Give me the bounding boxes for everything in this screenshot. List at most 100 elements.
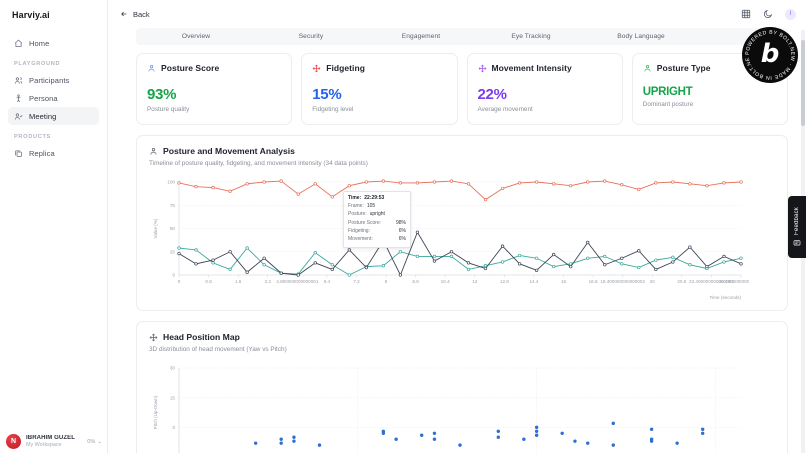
chevron-down-icon: ⌄ bbox=[97, 438, 102, 445]
move-icon bbox=[149, 333, 158, 342]
main-area: Back I Overview Security Engagement Eye … bbox=[108, 0, 806, 453]
kpi-title: Movement Intensity bbox=[491, 63, 572, 73]
user-name: IBRAHIM GÜZEL bbox=[26, 434, 75, 441]
moon-icon[interactable] bbox=[763, 9, 773, 19]
brand-logo[interactable]: Harviy.ai bbox=[12, 10, 50, 20]
svg-text:18.400000000000002: 18.400000000000002 bbox=[600, 279, 645, 284]
timeline-chart[interactable]: 0 25 50 75 100 0 0.8 1.6 3.2 4.800000000000001 6.4… bbox=[149, 176, 775, 301]
sidebar-section-playground: PLAYGROUND bbox=[14, 61, 61, 67]
tooltip-move-value: 6% bbox=[398, 235, 406, 242]
panel-title: Head Position Map bbox=[163, 332, 240, 342]
tooltip-score-row: Posture Score: 98% bbox=[348, 220, 406, 228]
tooltip-move-row: Movement: 6% bbox=[348, 236, 406, 244]
svg-text:20.8: 20.8 bbox=[677, 279, 686, 284]
page-content: Posture Score 93% Posture quality Fidget… bbox=[108, 45, 806, 453]
avatar: N bbox=[6, 434, 21, 449]
panel-subtitle: Timeline of posture quality, fidgeting, … bbox=[149, 160, 368, 167]
tab-security[interactable]: Security bbox=[298, 33, 324, 40]
usage-dropdown[interactable]: 0% ⌄ bbox=[87, 439, 102, 445]
kpi-subtitle: Dominant posture bbox=[642, 101, 694, 108]
sidebar-item-label: Meeting bbox=[29, 111, 57, 121]
svg-text:16.8: 16.8 bbox=[589, 279, 598, 284]
grid-icon[interactable] bbox=[741, 9, 751, 19]
svg-text:Time (seconds): Time (seconds) bbox=[710, 295, 742, 300]
scrollbar-thumb[interactable] bbox=[801, 40, 805, 126]
svg-text:0: 0 bbox=[172, 273, 175, 278]
panel-subtitle: 3D distribution of head movement (Yaw vs… bbox=[149, 346, 287, 353]
kpi-subtitle: Posture quality bbox=[147, 106, 190, 113]
panel-head-position-map: Head Position Map 3D distribution of hea… bbox=[136, 321, 788, 453]
chart-tooltip: Time: 22:29:53 Frame: 105 Posture: uprig… bbox=[343, 191, 411, 248]
head-position-chart[interactable]: 0 15 30 Pitch (Up-Down) bbox=[149, 362, 775, 453]
kpi-title: Fidgeting bbox=[326, 63, 365, 73]
feedback-tab[interactable]: Feedback bbox=[788, 196, 806, 258]
user-meta: IBRAHIM GÜZEL My Workspace bbox=[26, 435, 82, 448]
svg-text:10.4: 10.4 bbox=[441, 279, 450, 284]
arrow-left-icon bbox=[120, 10, 128, 18]
kpi-value: UPRIGHT bbox=[642, 86, 693, 98]
meeting-icon bbox=[14, 112, 23, 121]
chat-icon bbox=[793, 239, 801, 247]
home-icon bbox=[14, 39, 23, 48]
svg-text:6.4: 6.4 bbox=[324, 279, 331, 284]
svg-text:8.8: 8.8 bbox=[412, 279, 419, 284]
tab-overview[interactable]: Overview bbox=[181, 33, 211, 40]
svg-text:15: 15 bbox=[170, 395, 176, 400]
sidebar: Harviy.ai Home PLAYGROUND Participants bbox=[0, 0, 108, 453]
bolt-badge-ring: POWERED BY BOLT.NEW · MADE IN BOLT.NEW · bbox=[742, 27, 795, 80]
sidebar-item-home[interactable]: Home bbox=[8, 34, 99, 52]
svg-text:7.2: 7.2 bbox=[353, 279, 360, 284]
back-button[interactable]: Back bbox=[120, 10, 150, 19]
sidebar-item-participants[interactable]: Participants bbox=[8, 71, 99, 89]
tooltip-time-value: 22:29:53 bbox=[364, 195, 385, 201]
bolt-badge[interactable]: POWERED BY BOLT.NEW · MADE IN BOLT.NEW ·… bbox=[742, 27, 798, 83]
svg-text:1.6: 1.6 bbox=[235, 279, 242, 284]
svg-text:25: 25 bbox=[170, 249, 176, 254]
tab-eye-tracking[interactable]: Eye Tracking bbox=[511, 33, 551, 40]
kpi-row: Posture Score 93% Posture quality Fidget… bbox=[136, 53, 788, 125]
bolt-letter: b bbox=[760, 39, 780, 69]
tab-body-language[interactable]: Body Language bbox=[617, 33, 665, 40]
kpi-subtitle: Fidgeting level bbox=[312, 106, 354, 113]
sidebar-item-meeting[interactable]: Meeting bbox=[8, 107, 99, 125]
tooltip-fidget-row: Fidgeting: 6% bbox=[348, 228, 406, 236]
timeline-chart-svg: 0 25 50 75 100 0 0.8 1.6 3.2 4.800000000000001 6.4… bbox=[153, 179, 749, 300]
kpi-title: Posture Score bbox=[161, 63, 220, 73]
kpi-card-fidgeting: Fidgeting 15% Fidgeting level bbox=[301, 53, 458, 125]
topbar: Back I bbox=[108, 0, 806, 28]
usage-value: 0% bbox=[87, 438, 96, 445]
svg-text:0: 0 bbox=[172, 425, 175, 430]
svg-text:4.800000000000001: 4.800000000000001 bbox=[276, 279, 319, 284]
person-icon bbox=[643, 64, 652, 73]
tooltip-move-key: Movement: bbox=[348, 235, 373, 242]
svg-text:75: 75 bbox=[170, 203, 176, 208]
head-position-chart-svg: 0 15 30 Pitch (Up-Down) bbox=[153, 366, 741, 453]
tab-bar: Overview Security Engagement Eye Trackin… bbox=[136, 28, 788, 45]
tooltip-score-key: Posture Score: bbox=[348, 220, 382, 227]
tooltip-time-row: Time: 22:29:53 bbox=[348, 195, 406, 203]
persona-icon bbox=[14, 93, 23, 103]
svg-text:22.400000000000002: 22.400000000000002 bbox=[689, 279, 734, 284]
sidebar-nav: Home PLAYGROUND Participants Persona bbox=[0, 34, 107, 162]
kpi-value: 93% bbox=[147, 86, 177, 103]
kpi-header: Posture Score bbox=[147, 63, 281, 73]
panel-header: Head Position Map bbox=[149, 332, 775, 342]
person-icon bbox=[147, 64, 156, 73]
svg-text:12: 12 bbox=[472, 279, 478, 284]
person-icon bbox=[149, 147, 158, 156]
sidebar-item-replica[interactable]: Replica bbox=[8, 144, 99, 162]
tooltip-fidget-key: Fidgeting: bbox=[348, 228, 370, 234]
panel-header: Posture and Movement Analysis bbox=[149, 146, 775, 156]
sidebar-section-products: PRODUCTS bbox=[14, 134, 51, 140]
kpi-value: 22% bbox=[477, 86, 507, 103]
avatar[interactable]: I bbox=[785, 8, 796, 20]
tab-engagement[interactable]: Engagement bbox=[401, 33, 441, 40]
tooltip-frame-key: Frame: bbox=[348, 202, 364, 209]
sidebar-item-persona[interactable]: Persona bbox=[8, 89, 99, 107]
users-icon bbox=[14, 76, 23, 85]
svg-text:20: 20 bbox=[650, 279, 656, 284]
user-account-row[interactable]: N IBRAHIM GÜZEL My Workspace 0% ⌄ bbox=[0, 434, 108, 449]
svg-text:Pitch (Up-Down): Pitch (Up-Down) bbox=[153, 395, 158, 429]
sidebar-item-label: Persona bbox=[29, 93, 58, 103]
